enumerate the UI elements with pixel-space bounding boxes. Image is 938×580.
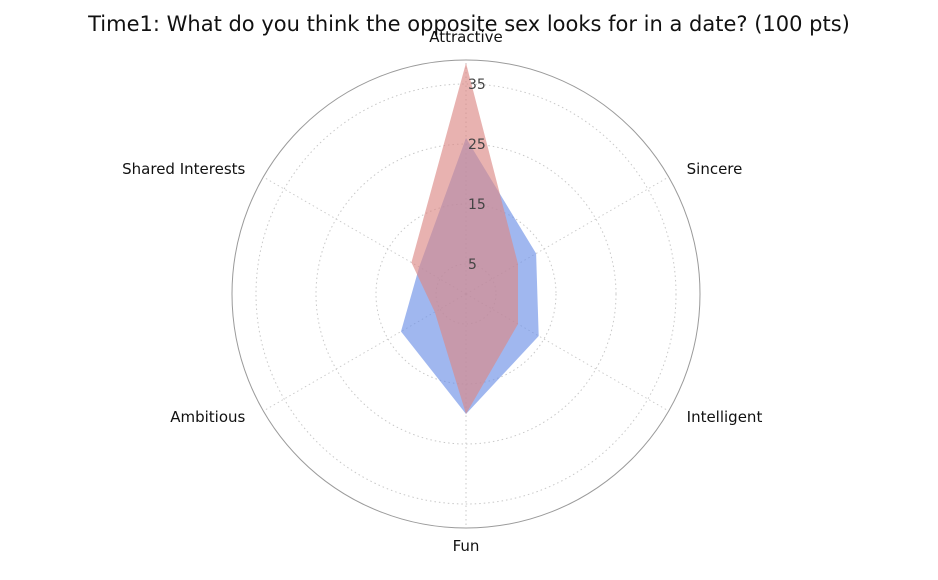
axis-label-layer: Attractive Sincere Intelligent Fun Ambit… [122, 28, 762, 555]
axis-label-ambitious: Ambitious [170, 408, 245, 426]
axis-label-shared-interests: Shared Interests [122, 160, 245, 178]
spoke-line [263, 293, 467, 412]
chart-title: Time1: What do you think the opposite se… [88, 12, 850, 36]
spoke-line [465, 293, 669, 412]
spoke-line [263, 176, 467, 295]
axis-label-fun: Fun [453, 537, 480, 555]
grid-ring [255, 83, 677, 505]
axis-label-sincere: Sincere [687, 160, 743, 178]
tick-layer: 5 15 25 35 [468, 77, 486, 273]
radial-tick-label: 35 [468, 77, 486, 93]
axis-label-intelligent: Intelligent [687, 408, 763, 426]
radial-tick-label: 5 [468, 257, 477, 273]
outer-frame [231, 59, 701, 529]
radial-tick-label: 25 [468, 137, 486, 153]
spoke-line [465, 176, 669, 295]
axis-label-attractive: Attractive [429, 28, 503, 46]
radial-tick-label: 15 [468, 197, 486, 213]
series-layer [401, 63, 539, 414]
series-area [411, 63, 518, 414]
